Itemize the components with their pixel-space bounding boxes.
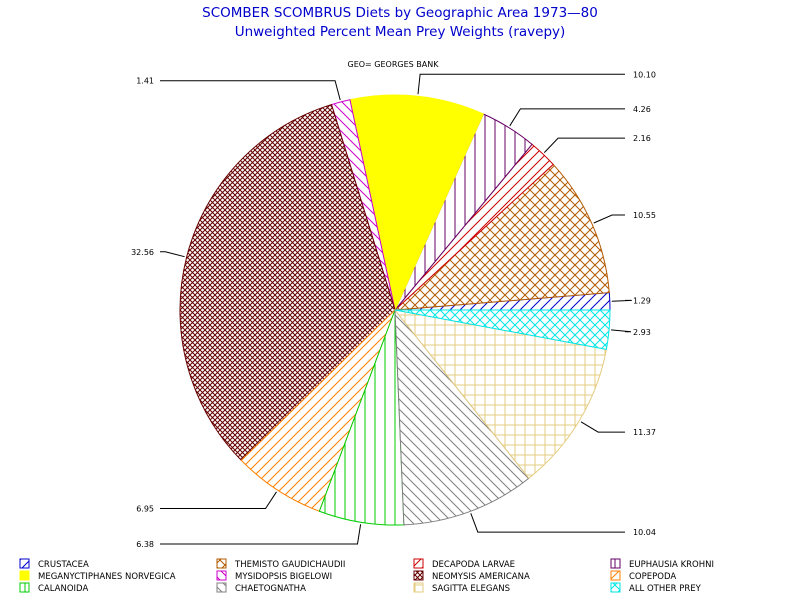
leader-line bbox=[160, 251, 185, 258]
legend-swatch bbox=[19, 570, 30, 581]
slice-chaetognatha bbox=[394, 308, 530, 526]
legend-label: MEGANYCTIPHANES NORVEGICA bbox=[38, 572, 176, 582]
legend-swatch bbox=[610, 570, 621, 581]
leader-line bbox=[470, 513, 625, 533]
legend: CRUSTACEA THEMISTO GAUDICHAUDII DECAPODA L… bbox=[19, 558, 714, 594]
pie-slices bbox=[179, 94, 611, 526]
slice-value-label: 1.29 bbox=[633, 296, 651, 305]
legend-label: THEMISTO GAUDICHAUDII bbox=[234, 560, 345, 570]
leader-line bbox=[509, 108, 625, 127]
legend-label: COPEPODA bbox=[629, 572, 676, 582]
legend-swatch bbox=[19, 582, 30, 593]
slice-value-label: 11.37 bbox=[633, 428, 656, 437]
slice-value-label: 4.26 bbox=[633, 105, 651, 114]
slice-sagitta-elegans bbox=[393, 309, 607, 479]
leader-line bbox=[611, 299, 632, 302]
slice-meganyctiphanes-norvegica bbox=[349, 94, 485, 312]
slice-all-other-prey bbox=[394, 309, 611, 350]
legend-label: CHAETOGNATHA bbox=[235, 584, 306, 594]
panel-label: GEO= GEORGES BANK bbox=[348, 60, 440, 69]
legend-swatch bbox=[19, 558, 30, 569]
slice-themisto-gaudichaudii bbox=[393, 163, 610, 311]
legend-swatch bbox=[413, 558, 424, 569]
slice-value-label: 6.95 bbox=[136, 505, 154, 514]
leader-line bbox=[160, 80, 341, 101]
legend-swatch bbox=[216, 582, 227, 593]
legend-label: MYSIDOPSIS BIGELOWI bbox=[235, 572, 332, 582]
chart-subtitle: Unweighted Percent Mean Prey Weights (ra… bbox=[235, 24, 566, 40]
legend-swatch bbox=[610, 582, 621, 593]
slice-value-label: 6.38 bbox=[136, 540, 154, 549]
leader-line bbox=[580, 421, 625, 433]
leader-line bbox=[417, 73, 625, 95]
leader-line bbox=[593, 214, 625, 224]
leader-line bbox=[160, 524, 362, 545]
slice-value-label: 1.41 bbox=[136, 77, 154, 86]
slice-labels: 1.29 10.55 2.16 4.26 10.10 1.41 32.56 6.95 6.38 1… bbox=[131, 70, 656, 549]
legend-label: CALANOIDA bbox=[38, 584, 88, 594]
leader-line bbox=[611, 329, 632, 333]
slice-value-label: 10.55 bbox=[633, 211, 656, 220]
slice-value-label: 10.10 bbox=[633, 70, 656, 79]
legend-label: SAGITTA ELEGANS bbox=[432, 584, 510, 594]
legend-swatch bbox=[413, 582, 424, 593]
slice-neomysis-americana bbox=[179, 103, 396, 462]
legend-label: NEOMYSIS AMERICANA bbox=[432, 572, 530, 582]
legend-label: CRUSTACEA bbox=[38, 560, 89, 570]
slice-value-label: 2.93 bbox=[633, 328, 651, 337]
chart-title: SCOMBER SCOMBRUS Diets by Geographic Are… bbox=[202, 5, 598, 21]
slice-value-label: 10.04 bbox=[633, 528, 656, 537]
legend-swatch bbox=[413, 570, 424, 581]
legend-label: EUPHAUSIA KROHNI bbox=[629, 560, 714, 570]
leader-line bbox=[543, 137, 625, 153]
legend-label: DECAPODA LARVAE bbox=[432, 560, 515, 570]
legend-label: ALL OTHER PREY bbox=[629, 584, 702, 594]
slice-value-label: 2.16 bbox=[633, 134, 651, 143]
legend-swatch bbox=[610, 558, 621, 569]
legend-swatch bbox=[216, 570, 227, 581]
legend-swatch bbox=[216, 558, 227, 569]
slice-value-label: 32.56 bbox=[131, 248, 154, 257]
leader-line bbox=[160, 491, 277, 509]
